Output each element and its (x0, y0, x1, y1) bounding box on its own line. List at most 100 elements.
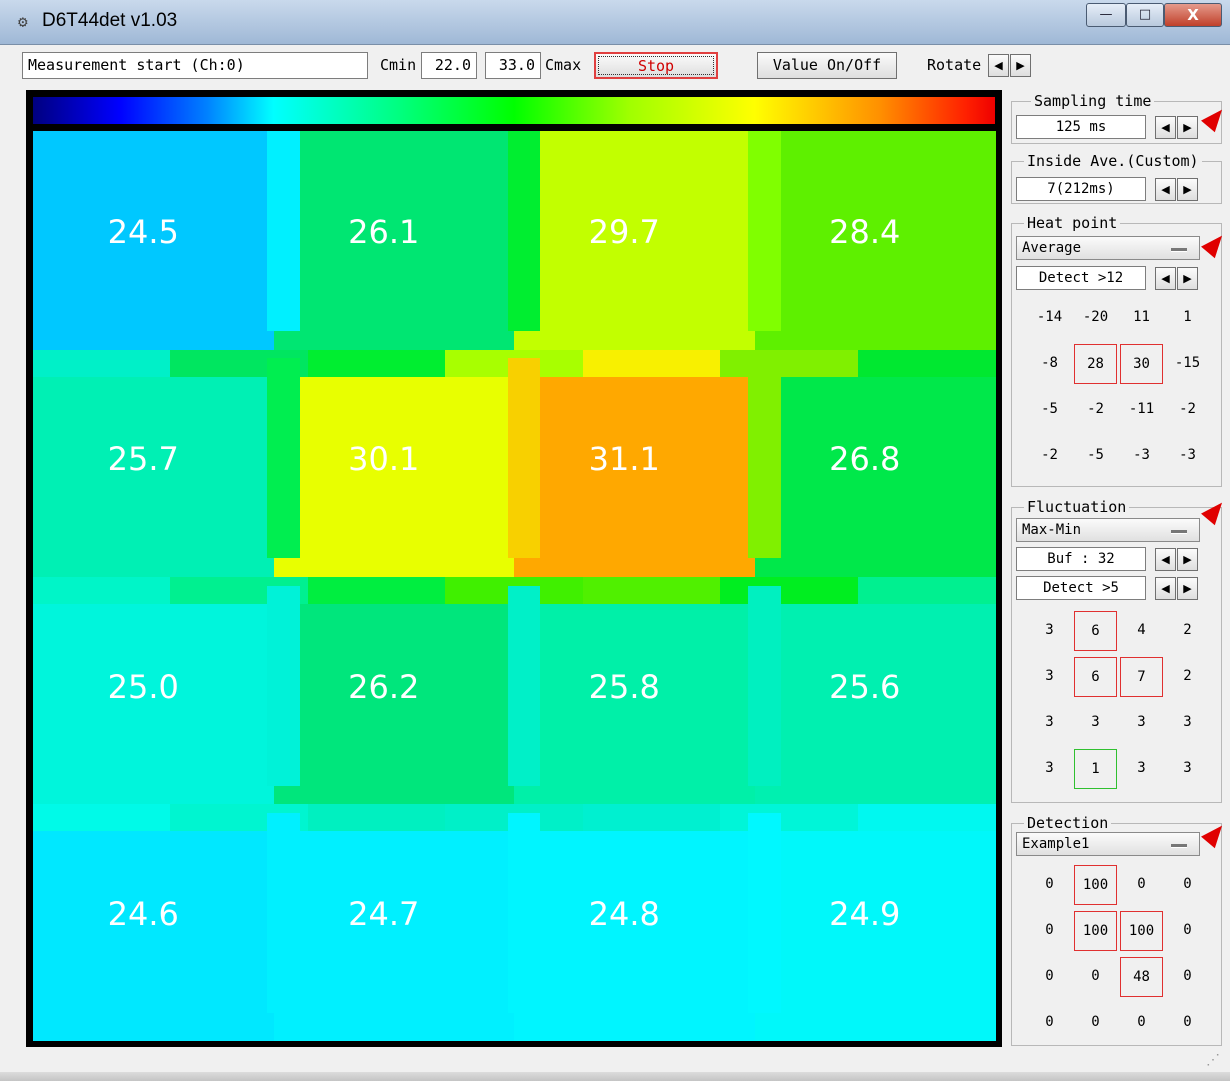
heatmap-band (582, 576, 722, 605)
grid-cell: -2 (1179, 401, 1196, 417)
heatmap-band (33, 804, 172, 832)
minimize-button[interactable]: — (1086, 3, 1126, 27)
heatmap-band (507, 131, 541, 331)
fluctuation-buf-value: Buf : 32 (1016, 547, 1146, 571)
grid-cell: 3 (1045, 668, 1054, 684)
cmax-input[interactable]: 33.0 (485, 52, 541, 79)
detection-mode-value: Example1 (1022, 836, 1090, 852)
detection-mode-select[interactable]: Example1 (1016, 832, 1200, 856)
rotate-left-button[interactable]: ◀ (988, 54, 1009, 77)
grid-cell: -15 (1174, 355, 1201, 371)
cmin-label: Cmin (380, 56, 417, 74)
close-button[interactable]: X (1164, 3, 1222, 27)
fluctuation-mode-value: Max-Min (1022, 522, 1082, 538)
stop-button[interactable]: Stop (594, 52, 718, 79)
heat-point-label: Heat point (1024, 215, 1121, 231)
heatmap-band (307, 804, 447, 832)
heatmap-band (307, 576, 447, 605)
grid-cell: 3 (1045, 622, 1054, 638)
grid-cell: 2 (1183, 668, 1192, 684)
temperature-value: 26.1 (348, 213, 420, 251)
inside-ave-decrease-button[interactable]: ◀ (1155, 178, 1176, 201)
grid-cell: 1 (1074, 749, 1117, 789)
sampling-increase-button[interactable]: ▶ (1177, 116, 1198, 139)
grid-cell: 4 (1137, 622, 1146, 638)
buf-decrease-button[interactable]: ◀ (1155, 548, 1176, 571)
grid-cell: 3 (1137, 714, 1146, 730)
grid-cell: 0 (1045, 968, 1054, 984)
grid-cell: 0 (1045, 876, 1054, 892)
cmax-label: Cmax (545, 56, 582, 74)
heatmap-band (33, 349, 172, 377)
sampling-time-value: 125 ms (1016, 115, 1146, 139)
heatmap-band (267, 358, 300, 559)
grid-cell: 3 (1045, 760, 1054, 776)
grid-cell: 3 (1137, 760, 1146, 776)
grid-cell: 0 (1137, 876, 1146, 892)
grid-cell: 100 (1074, 865, 1117, 905)
value-toggle-button[interactable]: Value On/Off (757, 52, 897, 79)
temperature-value: 25.0 (107, 667, 179, 706)
title-bar[interactable]: ⚙ D6T44det v1.03 — □ X (0, 0, 1230, 45)
heatmap-cell (514, 585, 756, 814)
heatmap-cell (514, 358, 756, 587)
heatmap-cell (754, 358, 996, 587)
heatmap-band (582, 804, 722, 832)
grid-cell: 6 (1074, 611, 1117, 651)
grid-cell: 0 (1137, 1014, 1146, 1030)
sampling-decrease-button[interactable]: ◀ (1155, 116, 1176, 139)
fluctuation-increase-button[interactable]: ▶ (1177, 577, 1198, 600)
thermal-heatmap: 24.5 26.1 29.7 28.4 25.7 30.1 31.1 26.8 25.0 26.2… (33, 131, 996, 1041)
grid-cell: -2 (1041, 447, 1058, 463)
fluctuation-decrease-button[interactable]: ◀ (1155, 577, 1176, 600)
window-title: D6T44det v1.03 (42, 10, 178, 31)
heatmap-band (267, 585, 300, 786)
heatmap-cell (273, 585, 515, 814)
grid-cell: 100 (1120, 911, 1163, 951)
heat-point-increase-button[interactable]: ▶ (1177, 267, 1198, 290)
grid-cell: 7 (1120, 657, 1163, 697)
heatmap-cell (273, 812, 515, 1041)
temperature-value: 24.6 (107, 894, 179, 933)
heatmap-band (720, 576, 859, 605)
grid-cell: 3 (1091, 714, 1100, 730)
heat-point-decrease-button[interactable]: ◀ (1155, 267, 1176, 290)
fluctuation-detect-value: Detect >5 (1016, 576, 1146, 600)
grid-cell: 0 (1183, 922, 1192, 938)
heatmap-band (267, 131, 300, 331)
grid-cell: 30 (1120, 344, 1163, 384)
fluctuation-mode-select[interactable]: Max-Min (1016, 518, 1200, 542)
grid-cell: -3 (1133, 447, 1150, 463)
rotate-right-button[interactable]: ▶ (1010, 54, 1031, 77)
temperature-value: 28.4 (829, 213, 901, 251)
dropdown-icon (1171, 248, 1187, 252)
heatmap-cell (33, 585, 275, 814)
temperature-value: 24.7 (348, 894, 420, 933)
buf-increase-button[interactable]: ▶ (1177, 548, 1198, 571)
heatmap-cell (514, 131, 756, 360)
fluctuation-label: Fluctuation (1024, 499, 1130, 515)
heatmap-band (748, 585, 781, 786)
temperature-value: 26.8 (829, 440, 901, 479)
heatmap-band (307, 349, 447, 377)
heatmap-cell (33, 131, 275, 360)
heatmap-band (857, 349, 996, 377)
heat-point-mode-select[interactable]: Average (1016, 236, 1200, 260)
temperature-value: 24.9 (829, 894, 901, 933)
heatmap-cell (33, 812, 275, 1041)
heatmap-cell (273, 358, 515, 587)
grid-cell: 1 (1183, 309, 1192, 325)
grid-cell: -5 (1087, 447, 1104, 463)
grid-cell: 2 (1183, 622, 1192, 638)
temperature-value: 25.8 (588, 667, 660, 706)
grid-cell: 3 (1045, 714, 1054, 730)
detection-label: Detection (1024, 815, 1112, 831)
temperature-value: 29.7 (588, 213, 660, 251)
heatmap-band (720, 349, 859, 377)
temperature-value: 25.6 (829, 667, 901, 706)
heatmap-band (507, 358, 541, 559)
maximize-button[interactable]: □ (1126, 3, 1164, 27)
inside-ave-increase-button[interactable]: ▶ (1177, 178, 1198, 201)
cmin-input[interactable]: 22.0 (421, 52, 477, 79)
resize-grip-icon[interactable]: ⋰ (1206, 1052, 1220, 1068)
